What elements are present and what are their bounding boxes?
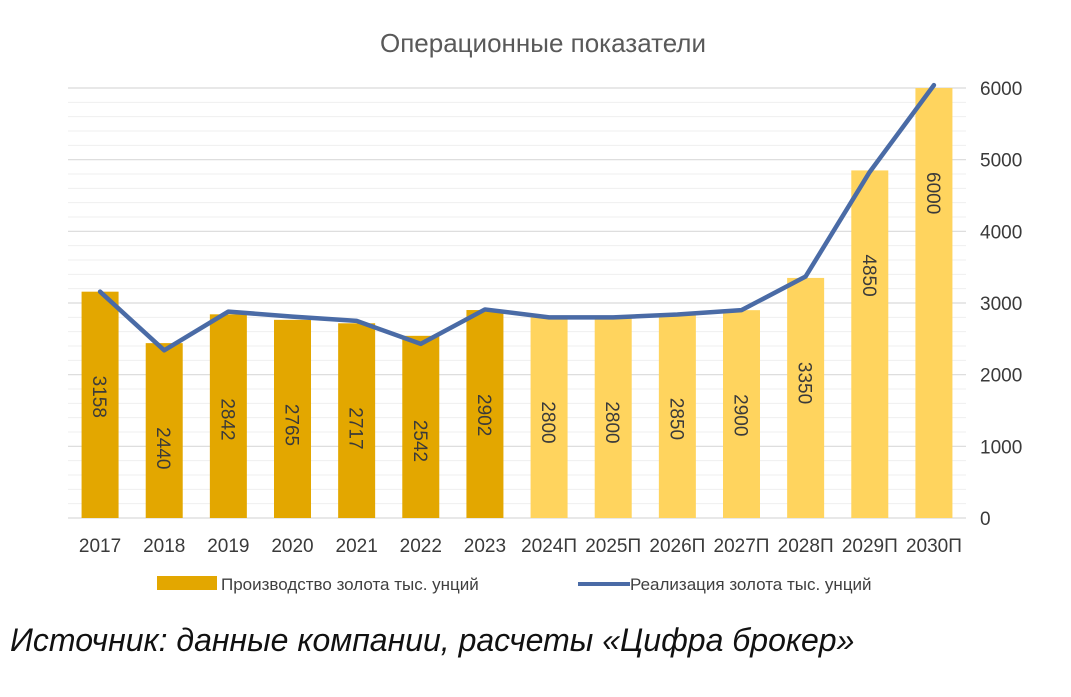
bar-2020 (274, 319, 311, 518)
bar-2018 (145, 343, 183, 518)
y-tick-6000: 6000 (980, 79, 1022, 100)
x-tick-2026П: 2026П (649, 536, 705, 557)
legend-line-label: Реализация золота тыс. унций (630, 575, 872, 594)
data-label-2017: 3158 (88, 376, 109, 418)
x-tick-2019: 2019 (207, 536, 249, 557)
x-tick-2029П: 2029П (842, 536, 898, 557)
x-tick-2024П: 2024П (521, 536, 577, 557)
x-tick-2023: 2023 (464, 536, 506, 557)
x-tick-2028П: 2028П (778, 536, 834, 557)
data-label-2023: 2902 (473, 394, 494, 436)
x-tick-2017: 2017 (79, 536, 121, 557)
data-label-2030П: 6000 (922, 172, 943, 214)
bar-2026П (658, 313, 696, 518)
bar-2019 (209, 314, 247, 518)
x-axis-ticks: 2017 2018 2019 2020 2021 2022 2023 2024П 2025П 20… (79, 536, 962, 557)
bar-2024П (530, 317, 568, 518)
legend: Производство золота тыс. унций Реализаци… (157, 575, 872, 594)
data-label-2025П: 2800 (601, 401, 622, 443)
bar-2023 (466, 310, 504, 518)
x-tick-2027П: 2027П (714, 536, 770, 557)
gridlines (68, 87, 966, 519)
data-label-2027П: 2900 (730, 394, 751, 436)
x-tick-2021: 2021 (336, 536, 378, 557)
bar-2022 (402, 335, 440, 518)
y-tick-0: 0 (980, 509, 991, 530)
y-tick-5000: 5000 (980, 151, 1022, 172)
sales-line (97, 82, 937, 353)
sales-line-path (97, 82, 937, 353)
bar-2029П (851, 170, 889, 518)
chart-title: Операционные показатели (380, 28, 706, 58)
bar-2021 (338, 323, 376, 518)
x-tick-2018: 2018 (143, 536, 185, 557)
x-tick-2020: 2020 (271, 536, 313, 557)
bar-2030П (915, 88, 953, 518)
data-label-2026П: 2850 (665, 398, 686, 440)
data-label-2028П: 3350 (794, 362, 815, 404)
bars (81, 88, 953, 518)
y-tick-1000: 1000 (980, 437, 1022, 458)
legend-bar-swatch (157, 576, 217, 590)
data-label-2018: 2440 (152, 427, 173, 469)
data-label-2024П: 2800 (537, 401, 558, 443)
data-label-2029П: 4850 (858, 254, 879, 296)
y-tick-4000: 4000 (980, 222, 1022, 243)
legend-bar-label: Производство золота тыс. унций (221, 575, 479, 594)
x-tick-2030П: 2030П (906, 536, 962, 557)
x-tick-2025П: 2025П (585, 536, 641, 557)
bar-2028П (787, 277, 825, 518)
data-label-2019: 2842 (216, 398, 237, 440)
chart: Операционные показатели 3158 2440 2842 2765… (68, 28, 1022, 594)
data-label-2022: 2542 (409, 420, 430, 462)
bar-2025П (594, 317, 632, 518)
x-tick-2022: 2022 (400, 536, 442, 557)
y-axis-ticks: 0 1000 2000 3000 4000 5000 6000 (980, 79, 1022, 530)
y-tick-3000: 3000 (980, 294, 1022, 315)
bar-2017 (81, 291, 119, 518)
data-label-2020: 2765 (281, 404, 302, 446)
data-labels: 3158 2440 2842 2765 2717 2542 2902 2800 2800 2850… (88, 172, 943, 469)
data-label-2021: 2717 (345, 407, 366, 449)
y-tick-2000: 2000 (980, 366, 1022, 387)
source-note: Источник: данные компании, расчеты «Цифр… (10, 622, 855, 658)
bar-2027П (723, 310, 760, 518)
